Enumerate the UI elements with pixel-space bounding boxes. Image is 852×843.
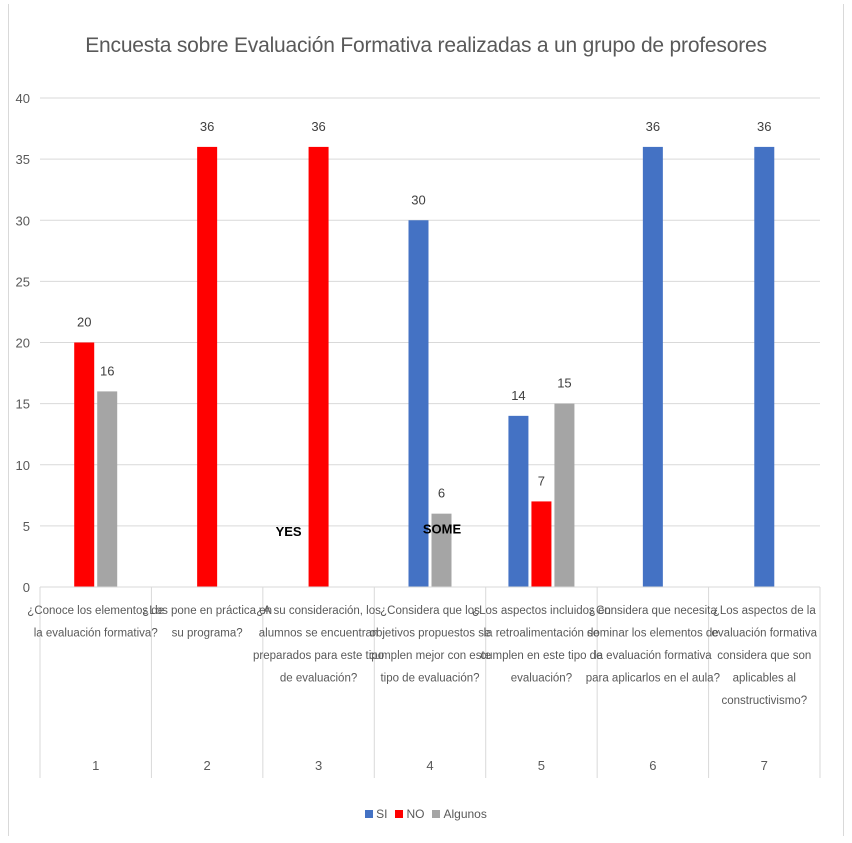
category-question: ¿Los aspectos de la evaluación formativa c… xyxy=(712,605,818,707)
category-question-line: considera que son xyxy=(717,650,811,662)
legend: SI NO Algunos xyxy=(0,806,852,821)
bar-si-4 xyxy=(408,220,429,587)
y-tick-label: 5 xyxy=(23,519,30,534)
data-label: 16 xyxy=(100,363,114,378)
category-number: 2 xyxy=(204,758,211,773)
data-label: 36 xyxy=(646,119,660,134)
data-label: 30 xyxy=(411,192,425,207)
data-label: 6 xyxy=(438,486,445,501)
category-question: ¿Considera que necesita dominar los eleme… xyxy=(586,605,720,685)
data-label: 36 xyxy=(200,119,214,134)
category-question-line: ¿Los pone en práctica en xyxy=(142,605,272,617)
category-question-line: aplicables al xyxy=(733,673,796,685)
category-question-line: la retroalimentación se xyxy=(484,628,600,640)
data-label: 36 xyxy=(311,119,325,134)
category-question-line: tipo de evaluación? xyxy=(380,673,479,685)
category-question-line: ¿A su consideración, los xyxy=(256,605,381,617)
bar-no-2 xyxy=(197,146,218,587)
chart-frame xyxy=(8,4,844,836)
category-question-line: ¿Los aspectos incluidos en xyxy=(472,605,611,617)
y-tick-label: 25 xyxy=(16,274,30,289)
category-question-line: cumplen mejor con este xyxy=(369,650,491,662)
bar-si-7 xyxy=(754,146,775,587)
legend-label: NO xyxy=(406,806,425,821)
legend-item-algunos: Algunos xyxy=(432,806,487,821)
category-number: 6 xyxy=(649,758,656,773)
bar-algunos-1 xyxy=(97,391,118,587)
category-question-line: ¿Conoce los elementos de xyxy=(27,605,164,617)
category-question: ¿Conoce los elementos de la evaluación fo… xyxy=(27,605,164,640)
y-tick-label: 20 xyxy=(16,336,30,351)
legend-label: SI xyxy=(376,806,388,821)
bar-si-5 xyxy=(508,415,529,587)
category-question-line: evaluación formativa xyxy=(712,628,818,640)
bar-si-6 xyxy=(642,146,663,587)
category-number: 5 xyxy=(538,758,545,773)
y-tick-label: 10 xyxy=(16,458,30,473)
annotation-yes: YES xyxy=(276,524,302,539)
category-question-line: ¿Considera que los xyxy=(380,605,480,617)
legend-swatch xyxy=(365,809,374,818)
data-label: 15 xyxy=(557,376,571,391)
category-question-line: constructivismo? xyxy=(721,695,807,707)
category-number: 4 xyxy=(426,758,433,773)
category-question: ¿Los aspectos incluidos en la retroalimen… xyxy=(472,605,611,685)
category-number: 7 xyxy=(761,758,768,773)
annotation-some: SOME xyxy=(423,521,462,536)
category-question-line: cumplen en este tipo de xyxy=(480,650,602,662)
data-label: 14 xyxy=(511,388,525,403)
category-question-line: alumnos se encuentran xyxy=(259,628,379,640)
category-question-line: objetivos propuestos se xyxy=(370,628,491,640)
category-question-line: de evaluación? xyxy=(280,673,357,685)
category-question-line: la evaluación formativa? xyxy=(34,628,158,640)
legend-swatch xyxy=(395,809,404,818)
y-tick-label: 35 xyxy=(16,152,30,167)
y-tick-label: 15 xyxy=(16,397,30,412)
category-question: ¿Los pone en práctica en su programa? xyxy=(142,605,272,640)
legend-item-si: SI xyxy=(365,806,387,821)
category-question-line: la evaluación formativa xyxy=(594,650,712,662)
y-tick-label: 30 xyxy=(16,213,30,228)
category-number: 3 xyxy=(315,758,322,773)
data-label: 7 xyxy=(538,473,545,488)
data-label: 20 xyxy=(77,315,91,330)
legend-item-no: NO xyxy=(395,806,424,821)
category-question-line: dominar los elementos de xyxy=(587,628,719,640)
category-question: ¿Considera que los objetivos propuestos s… xyxy=(369,605,491,685)
bar-algunos-5 xyxy=(554,403,575,587)
y-tick-label: 40 xyxy=(16,91,30,106)
category-question-line: para aplicarlos en el aula? xyxy=(586,673,720,685)
y-tick-label: 0 xyxy=(23,580,30,595)
bar-no-1 xyxy=(74,342,95,587)
category-question-line: su programa? xyxy=(172,628,243,640)
legend-label: Algunos xyxy=(443,806,487,821)
category-question-line: ¿Considera que necesita xyxy=(589,605,717,617)
bar-no-3 xyxy=(308,146,329,587)
category-question-line: ¿Los aspectos de la xyxy=(713,605,817,617)
bar-no-5 xyxy=(531,501,552,587)
category-question-line: preparados para este tipo xyxy=(253,650,384,662)
category-question: ¿A su consideración, los alumnos se encue… xyxy=(253,605,384,685)
bar-algunos-4 xyxy=(431,513,452,587)
chart-title: Encuesta sobre Evaluación Formativa real… xyxy=(85,34,767,57)
data-label: 36 xyxy=(757,119,771,134)
category-question-line: evaluación? xyxy=(511,673,572,685)
legend-swatch xyxy=(432,809,441,818)
category-number: 1 xyxy=(92,758,99,773)
